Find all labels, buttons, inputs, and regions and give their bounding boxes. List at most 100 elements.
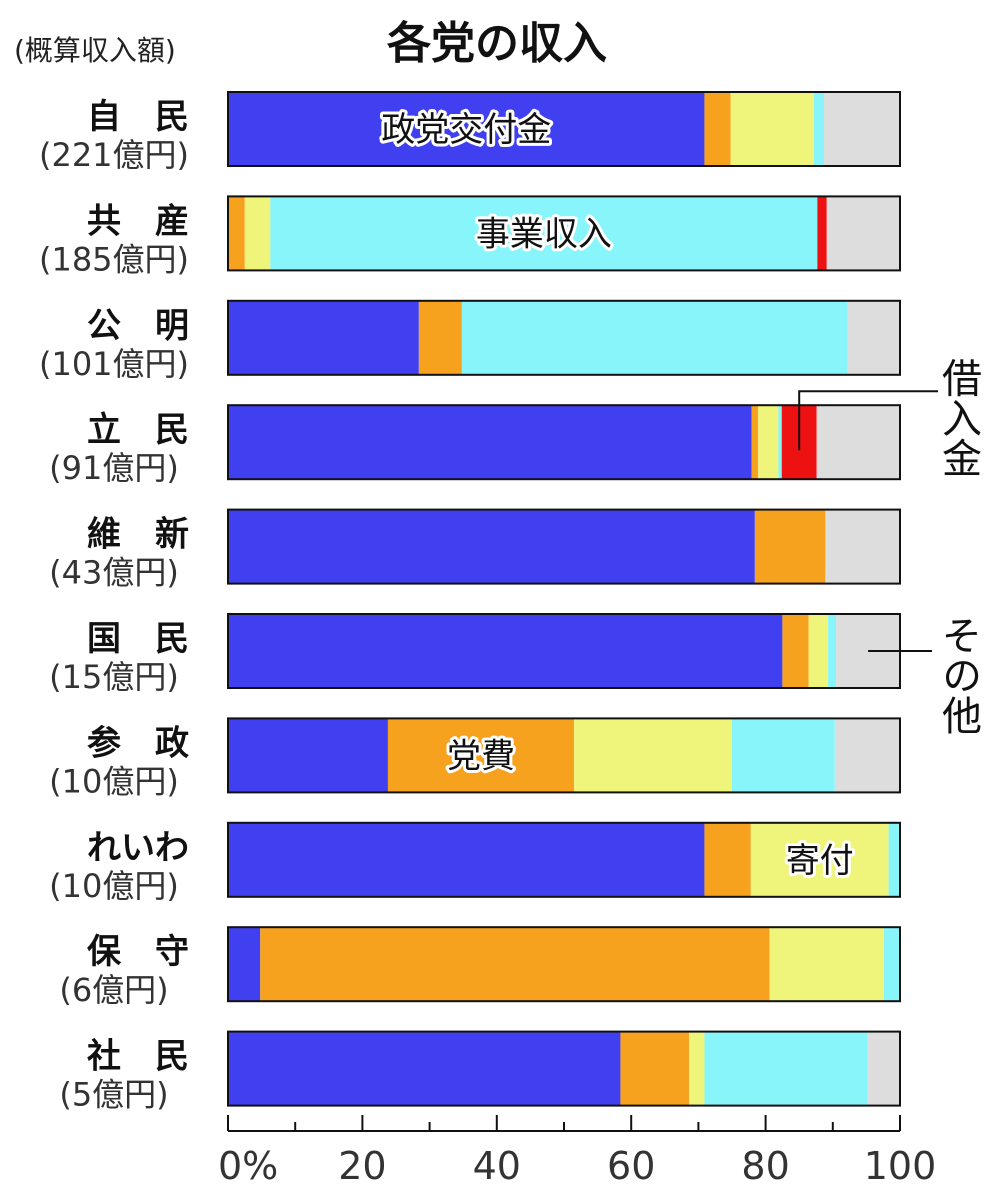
party-amount-label: (101億円) xyxy=(39,345,189,383)
bar-segment xyxy=(769,927,884,1002)
bar-segment xyxy=(228,718,388,793)
bar-segment xyxy=(867,1031,900,1106)
bar-row: 社 民(5億円) xyxy=(59,1030,901,1114)
x-tick-label: 100 xyxy=(864,1144,937,1188)
bar-outline xyxy=(227,299,901,376)
bar-segment xyxy=(244,196,271,271)
bar-row: 維 新(43億円) xyxy=(49,508,901,592)
bar-segment xyxy=(228,300,419,375)
bar-segment xyxy=(620,1031,689,1106)
chart-title: 各党の収入 xyxy=(387,18,607,69)
party-name-label: 立 民 xyxy=(87,410,189,450)
bar-outline xyxy=(227,91,901,167)
x-tick-label: 60 xyxy=(607,1144,655,1188)
bar-rows: 自 民(221億円) 共 産(185億円) 公 明(101億円) 立 民(91億円) 維… xyxy=(39,91,901,1114)
party-amount-label: (185億円) xyxy=(39,240,189,278)
bar-segment xyxy=(704,1031,868,1106)
bar-outline xyxy=(227,508,901,585)
x-axis: 0% 20 40 60 80 100 xyxy=(218,1115,936,1188)
party-name-label: 自 民 xyxy=(87,97,189,137)
party-name-label: 社 民 xyxy=(87,1037,189,1077)
bar-segment xyxy=(228,92,705,166)
bar-outline xyxy=(227,195,901,272)
bar-segment xyxy=(817,196,827,271)
bar-row: れいわ(10億円) xyxy=(49,821,901,905)
party-amount-label: (221億円) xyxy=(39,136,189,174)
party-name-label: 共 産 xyxy=(87,201,189,241)
bar-outline xyxy=(227,926,901,1003)
x-tick-label: 40 xyxy=(473,1144,521,1188)
bar-outline xyxy=(227,717,901,794)
bar-segment xyxy=(883,927,900,1002)
x-tick-label: 20 xyxy=(338,1144,386,1188)
bar-segment xyxy=(732,718,835,793)
bar-row: 立 民(91億円) xyxy=(49,404,901,487)
callout-leader xyxy=(798,390,938,451)
bar-segment xyxy=(387,718,575,793)
bar-segment xyxy=(834,718,900,793)
bar-segment xyxy=(228,196,245,271)
bar-outline xyxy=(227,1030,901,1107)
bar-segment xyxy=(574,718,732,793)
bar-segment xyxy=(228,509,755,584)
segment-annotation: 寄付 xyxy=(786,841,854,881)
party-name-label: 保 守 xyxy=(87,932,189,972)
bar-segment xyxy=(228,822,705,897)
bar-segment xyxy=(813,92,825,166)
bar-row: 公 明(101億円) xyxy=(39,299,901,383)
party-name-label: 維 新 xyxy=(87,515,189,555)
bar-segment xyxy=(808,614,829,688)
bar-segment xyxy=(824,92,900,166)
bar-segment xyxy=(828,614,837,688)
party-amount-label: (15億円) xyxy=(49,658,179,696)
bar-segment xyxy=(704,92,731,166)
party-amount-label: (6億円) xyxy=(59,971,168,1009)
bar-segment xyxy=(750,822,889,897)
bar-segment xyxy=(260,927,770,1002)
party-name-label: 参 政 xyxy=(87,723,189,763)
party-amount-label: (43億円) xyxy=(49,554,179,592)
bar-segment xyxy=(270,196,818,271)
party-name-label: れいわ xyxy=(87,828,189,868)
callout-label: その他 xyxy=(935,615,982,735)
bar-segment xyxy=(228,614,783,688)
segment-annotation: 党費 xyxy=(447,736,515,776)
x-tick-label: 0% xyxy=(218,1144,278,1188)
party-amount-label: (5億円) xyxy=(59,1076,168,1114)
bar-segment xyxy=(826,196,900,271)
bar-segment xyxy=(730,92,814,166)
bar-segment xyxy=(751,405,759,480)
segment-annotation: 政党交付金 xyxy=(381,110,551,150)
bar-segment xyxy=(816,405,900,480)
x-tick-label: 80 xyxy=(741,1144,789,1188)
party-name-label: 公 明 xyxy=(87,306,189,346)
segment-annotation: 事業収入 xyxy=(476,214,612,254)
bar-segment xyxy=(782,614,809,688)
bar-outline xyxy=(227,821,901,898)
bar-row: 共 産(185億円) xyxy=(39,195,901,278)
bar-segment xyxy=(888,822,900,897)
bar-segment xyxy=(704,822,751,897)
party-amount-label: (10億円) xyxy=(49,762,179,800)
bar-row: 参 政(10億円) xyxy=(49,717,901,800)
bar-segment xyxy=(688,1031,705,1106)
bar-segment xyxy=(825,509,900,584)
party-amount-label: (10億円) xyxy=(49,867,179,905)
party-name-label: 国 民 xyxy=(87,619,189,659)
bar-row: 自 民(221億円) xyxy=(39,91,901,174)
chart-subtitle: (概算収入額) xyxy=(14,34,176,67)
callout-label: 借入金 xyxy=(935,357,982,477)
party-amount-label: (91億円) xyxy=(49,449,179,487)
bar-outline xyxy=(227,404,901,481)
bar-segment xyxy=(228,927,261,1002)
bar-row: 国 民(15億円) xyxy=(49,613,901,696)
bar-row: 保 守(6億円) xyxy=(59,926,901,1009)
bar-segment xyxy=(228,1031,621,1106)
bar-segment xyxy=(778,405,782,480)
bar-segment xyxy=(418,300,462,375)
bar-segment xyxy=(461,300,848,375)
bar-segment xyxy=(754,509,826,584)
bar-segment xyxy=(228,405,752,480)
